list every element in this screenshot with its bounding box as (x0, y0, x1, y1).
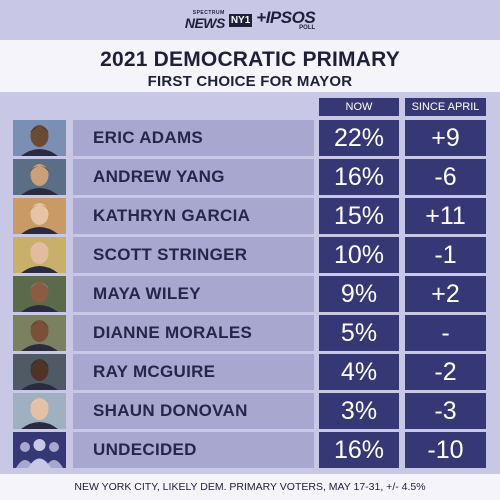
candidate-name: RAY MCGUIRE (73, 354, 314, 390)
candidate-name: ANDREW YANG (73, 159, 314, 195)
value-since-april: +9 (405, 120, 486, 156)
brand-logo: SPECTRUM NEWS NY1 +IPSOS POLL (184, 9, 316, 31)
candidate-photo (13, 198, 66, 234)
value-now: 9% (319, 276, 399, 312)
value-now: 16% (319, 159, 399, 195)
table-row: RAY MCGUIRE 4% -2 (0, 354, 500, 390)
value-since-april: +11 (405, 198, 486, 234)
undecided-silhouette-icon (13, 432, 66, 468)
table-row: SHAUN DONOVAN 3% -3 (0, 393, 500, 429)
title-band: 2021 DEMOCRATIC PRIMARY FIRST CHOICE FOR… (0, 40, 500, 92)
candidate-name: SCOTT STRINGER (73, 237, 314, 273)
candidate-photo (13, 120, 66, 156)
table-row: SCOTT STRINGER 10% -1 (0, 237, 500, 273)
news-text: NEWS (184, 14, 226, 31)
value-since-april: -6 (405, 159, 486, 195)
value-now: 15% (319, 198, 399, 234)
candidate-name: MAYA WILEY (73, 276, 314, 312)
value-since-april: +2 (405, 276, 486, 312)
value-since-april: - (405, 315, 486, 351)
value-now: 5% (319, 315, 399, 351)
ipsos-logo: +IPSOS POLL (256, 9, 315, 31)
table-row: KATHRYN GARCIA 15% +11 (0, 198, 500, 234)
table-row: UNDECIDED 16% -10 (0, 432, 500, 468)
column-header-since-april: SINCE APRIL (405, 98, 486, 116)
candidate-photo (13, 237, 66, 273)
candidate-name: DIANNE MORALES (73, 315, 314, 351)
value-now: 16% (319, 432, 399, 468)
candidate-photo (13, 393, 66, 429)
candidate-name: SHAUN DONOVAN (73, 393, 314, 429)
table-row: DIANNE MORALES 5% - (0, 315, 500, 351)
candidate-name: KATHRYN GARCIA (73, 198, 314, 234)
value-now: 22% (319, 120, 399, 156)
ipsos-text: +IPSOS (256, 8, 316, 27)
value-now: 10% (319, 237, 399, 273)
value-since-april: -2 (405, 354, 486, 390)
candidate-photo (13, 354, 66, 390)
candidate-photo (13, 276, 66, 312)
value-now: 3% (319, 393, 399, 429)
candidate-photo (13, 315, 66, 351)
spectrum-text: SPECTRUM (192, 9, 225, 16)
chart-subtitle: FIRST CHOICE FOR MAYOR (147, 73, 353, 90)
chart-title: 2021 DEMOCRATIC PRIMARY (100, 48, 400, 71)
footer-note: NEW YORK CITY, LIKELY DEM. PRIMARY VOTER… (0, 474, 500, 500)
table-row: ANDREW YANG 16% -6 (0, 159, 500, 195)
value-since-april: -3 (405, 393, 486, 429)
table-row: ERIC ADAMS 22% +9 (0, 120, 500, 156)
ny1-logo: NY1 (228, 13, 253, 27)
candidate-photo (13, 159, 66, 195)
poll-text: POLL (299, 25, 316, 31)
column-header-now: NOW (319, 98, 399, 116)
header: SPECTRUM NEWS NY1 +IPSOS POLL (0, 0, 500, 40)
value-since-april: -1 (405, 237, 486, 273)
value-since-april: -10 (405, 432, 486, 468)
spectrum-news-logo: SPECTRUM NEWS (184, 9, 226, 31)
value-now: 4% (319, 354, 399, 390)
table-row: MAYA WILEY 9% +2 (0, 276, 500, 312)
candidate-name: ERIC ADAMS (73, 120, 314, 156)
candidate-name: UNDECIDED (73, 432, 314, 468)
